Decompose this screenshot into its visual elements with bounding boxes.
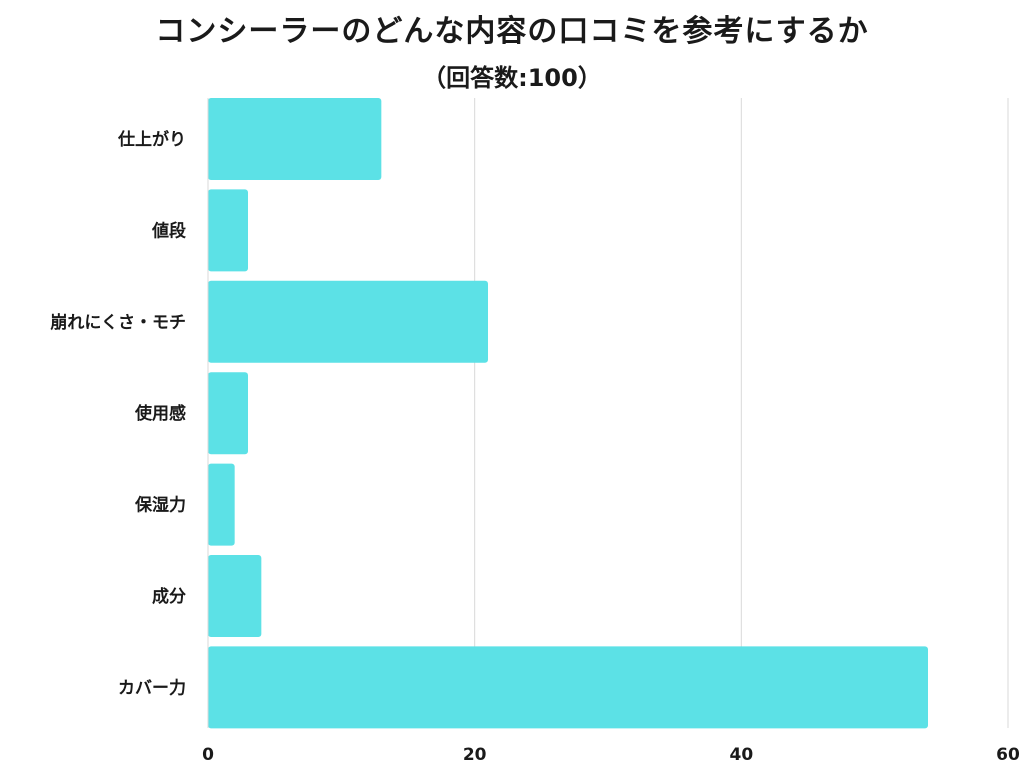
category-label: 崩れにくさ・モチ bbox=[50, 312, 186, 333]
category-label: 使用感 bbox=[134, 403, 186, 424]
bar bbox=[208, 189, 248, 272]
bar bbox=[208, 646, 928, 729]
category-label: 仕上がり bbox=[117, 129, 186, 150]
bar bbox=[208, 98, 382, 180]
category-label: 保湿力 bbox=[134, 495, 186, 516]
chart-title: コンシーラーのどんな内容の口コミを参考にするか bbox=[155, 14, 869, 49]
category-label: カバー力 bbox=[118, 677, 186, 698]
bar bbox=[208, 555, 262, 637]
x-tick-label: 60 bbox=[996, 745, 1020, 765]
category-label: 値段 bbox=[151, 220, 186, 241]
x-tick-label: 20 bbox=[463, 745, 487, 765]
bar bbox=[208, 280, 488, 363]
x-tick-label: 0 bbox=[202, 745, 214, 765]
bar bbox=[208, 372, 248, 455]
chart-subtitle: （回答数:100） bbox=[422, 64, 602, 92]
category-label: 成分 bbox=[152, 586, 186, 607]
bar bbox=[208, 463, 235, 546]
x-tick-label: 40 bbox=[729, 745, 753, 765]
